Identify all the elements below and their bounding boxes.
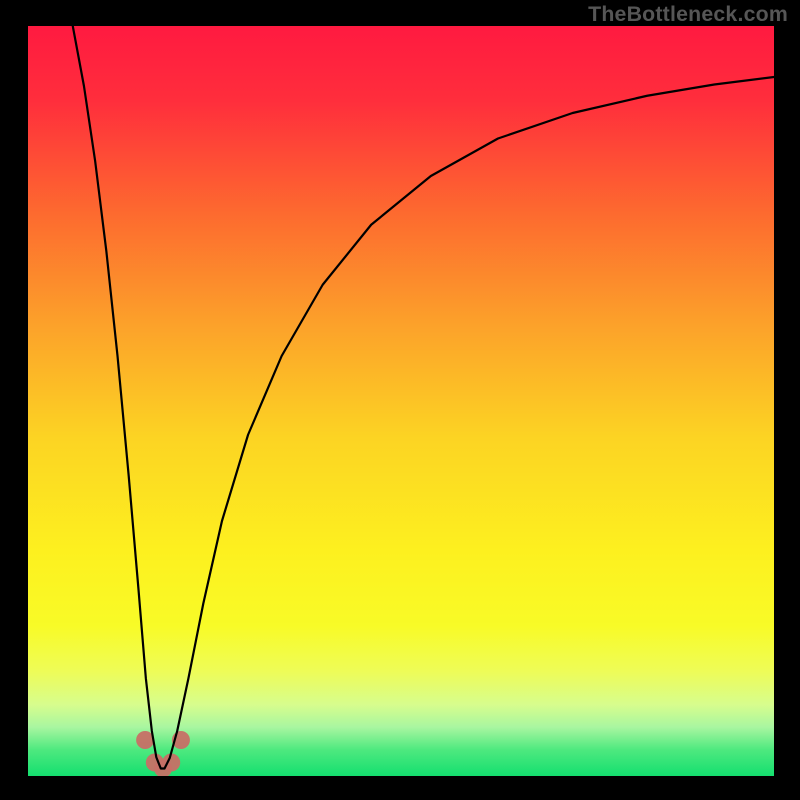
watermark-text: TheBottleneck.com — [588, 2, 788, 27]
plot-area — [28, 26, 774, 776]
chart-stage: TheBottleneck.com — [0, 0, 800, 800]
bottleneck-curve — [73, 26, 774, 769]
curve-layer — [28, 26, 774, 776]
